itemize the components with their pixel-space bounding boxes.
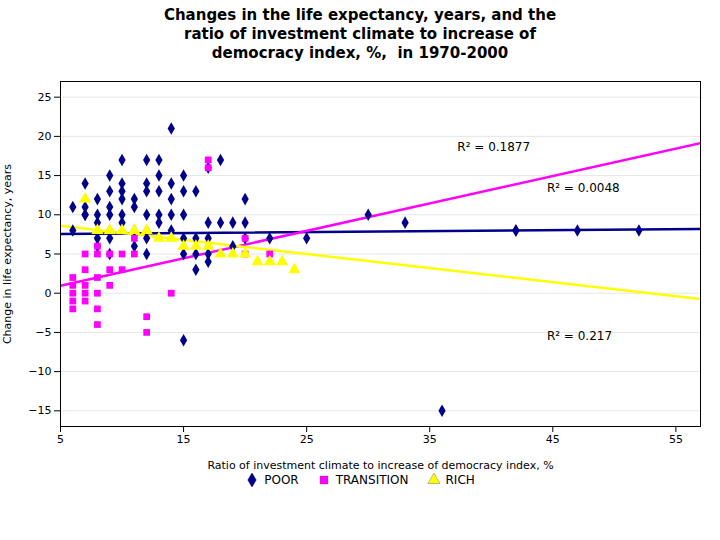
html-text:RICH: RICH xyxy=(445,473,475,488)
svg-text:15: 15 xyxy=(177,434,191,447)
svg-text:−5: −5 xyxy=(35,326,51,339)
svg-text:5: 5 xyxy=(57,434,64,447)
svg-text:Ratio of investment climate to: Ratio of investment climate to increase … xyxy=(207,459,553,472)
svg-text:55: 55 xyxy=(669,434,683,447)
svg-text:0: 0 xyxy=(45,287,52,300)
svg-text:−10: −10 xyxy=(28,365,51,378)
svg-text:35: 35 xyxy=(423,434,437,447)
svg-text:15: 15 xyxy=(38,169,52,182)
html-text:TRANSITION: TRANSITION xyxy=(335,473,409,488)
svg-text:10: 10 xyxy=(38,209,52,222)
svg-text:20: 20 xyxy=(38,130,52,143)
svg-text:25: 25 xyxy=(300,434,314,447)
svg-text:R² = 0.217: R² = 0.217 xyxy=(547,330,612,344)
svg-text:25: 25 xyxy=(38,91,52,104)
svg-text:Change in life expectancy, yea: Change in life expectancy, years xyxy=(1,164,14,344)
svg-text:R² = 0.0048: R² = 0.0048 xyxy=(547,181,620,195)
svg-text:R² = 0.1877: R² = 0.1877 xyxy=(457,140,530,154)
svg-text:5: 5 xyxy=(45,248,52,261)
svg-text:−15: −15 xyxy=(28,405,51,418)
svg-text:45: 45 xyxy=(546,434,560,447)
html-text:POOR: POOR xyxy=(264,473,299,488)
html-text:Changes in the life expectancy: Changes in the life expectancy, years, a… xyxy=(163,6,557,62)
